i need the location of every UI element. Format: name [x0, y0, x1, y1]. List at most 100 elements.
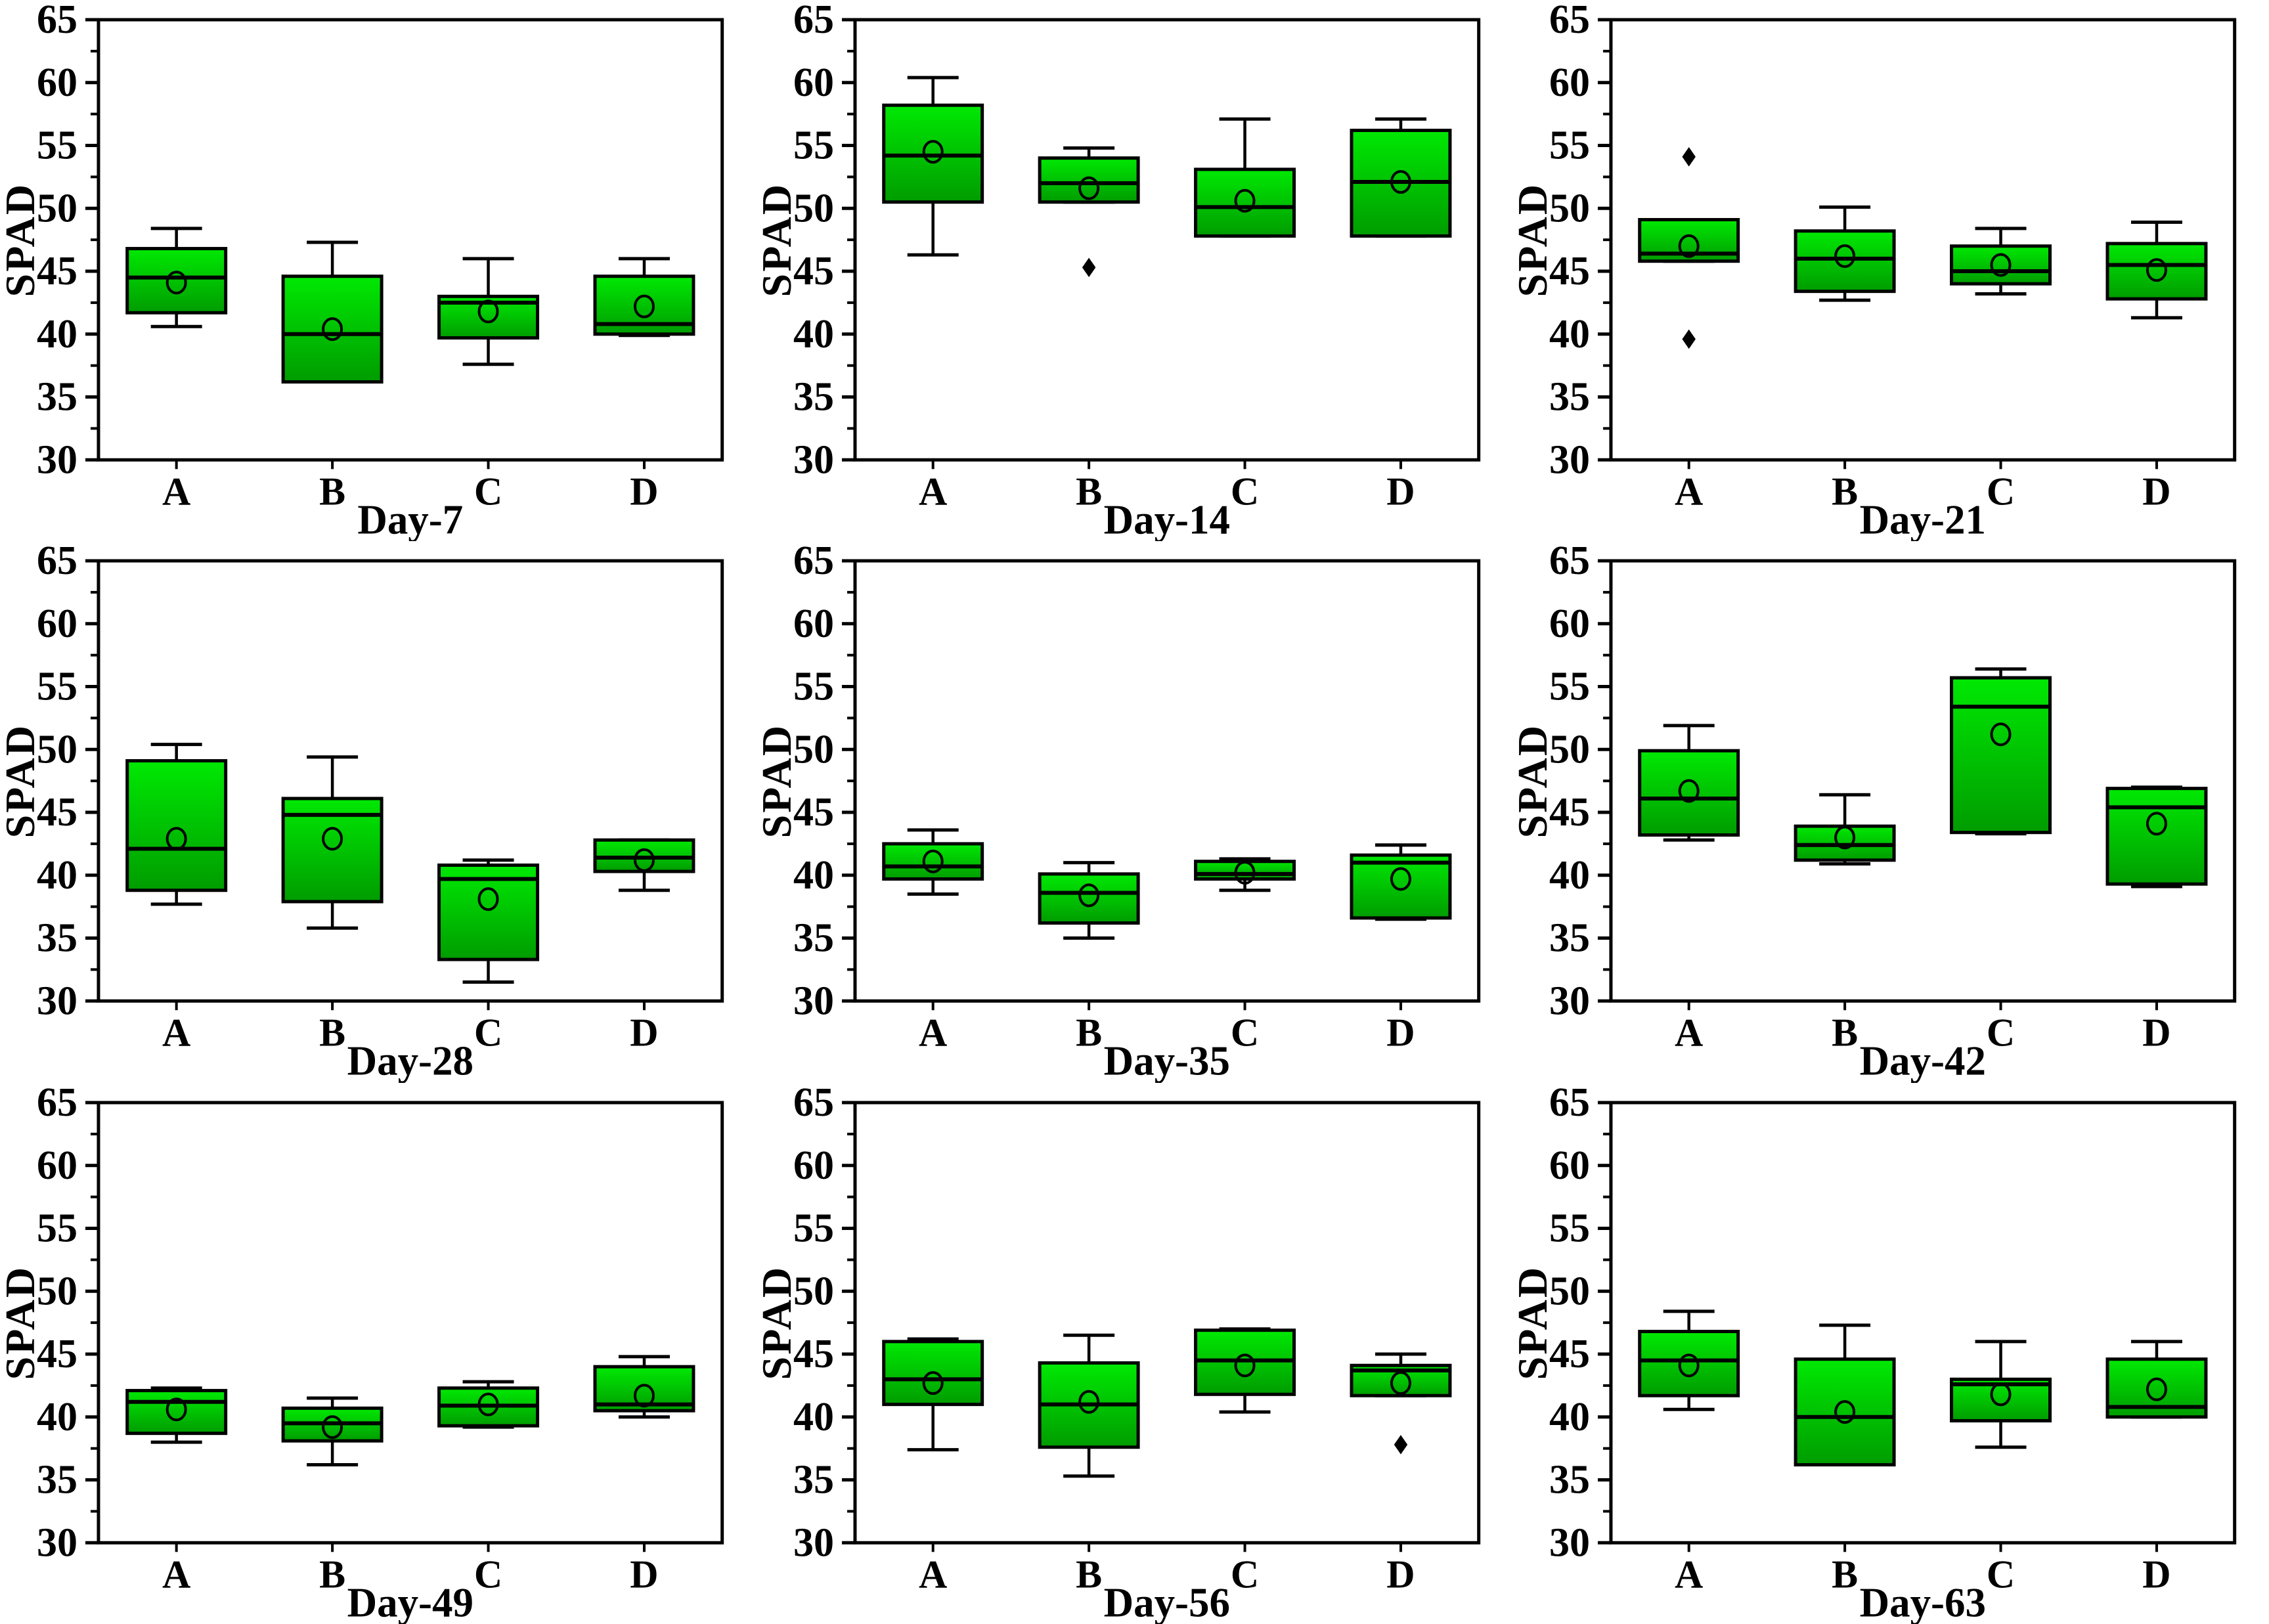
category-label-c: C	[474, 1011, 502, 1055]
category-label-b: B	[1076, 470, 1102, 513]
boxplot-day-56-c	[1193, 1327, 1296, 1414]
y-tick-label: 65	[37, 1083, 77, 1125]
y-tick-label: 40	[1549, 853, 1590, 898]
mean-marker	[2146, 258, 2168, 282]
mean-marker	[922, 140, 944, 164]
y-tick-label: 45	[1549, 1332, 1590, 1376]
y-tick-label: 45	[793, 249, 834, 294]
category-label-c: C	[474, 470, 502, 513]
panel-day-14: 30 35 40 45 50 55 60 65 SPAD A B C D Day-14	[757, 0, 1513, 541]
plot-frame	[853, 18, 1480, 462]
y-tick-label: 50	[1549, 728, 1590, 772]
mean-marker	[1234, 861, 1256, 885]
mean-marker	[2146, 812, 2168, 836]
y-tick-label: 55	[793, 123, 834, 168]
box-chart-day-7: 30 35 40 45 50 55 60 65 SPAD A B C D Day-7	[0, 0, 724, 541]
y-tick-label: 35	[37, 916, 77, 961]
plot-frame	[97, 1101, 724, 1545]
y-tick-label: 55	[793, 665, 834, 709]
category-label-a: A	[919, 1011, 947, 1055]
plot-frame	[97, 18, 724, 462]
y-tick-label: 35	[37, 375, 77, 420]
y-tick-label: 65	[1549, 0, 1590, 42]
mean-marker	[1679, 779, 1700, 803]
mean-marker	[1390, 1371, 1411, 1395]
mean-marker	[322, 827, 343, 851]
y-tick-label: 30	[793, 437, 834, 482]
boxplot-day-28-b	[281, 755, 384, 931]
y-axis-title: SPAD	[1512, 1265, 1556, 1380]
iqr-box	[281, 274, 384, 384]
boxplot-day-35-b	[1038, 861, 1140, 940]
boxplot-day-49-b	[281, 1396, 384, 1466]
y-tick-label: 45	[793, 1332, 834, 1376]
y-tick-label: 50	[1549, 186, 1590, 230]
y-tick-label: 60	[37, 60, 77, 105]
y-tick-label: 60	[793, 60, 834, 105]
category-label-c: C	[1231, 470, 1259, 513]
boxplot-day-63-d	[2105, 1340, 2208, 1418]
category-label-a: A	[1675, 1552, 1703, 1596]
plot-frame	[853, 1101, 1480, 1545]
outlier-marker	[1394, 1434, 1407, 1455]
y-tick-label: 30	[1549, 979, 1590, 1024]
y-tick-label: 30	[37, 437, 77, 482]
boxplot-day-63-b	[1794, 1323, 1896, 1466]
y-tick-label: 55	[793, 1206, 834, 1250]
category-label-a: A	[1675, 470, 1703, 513]
boxplot-day-7-d	[593, 257, 695, 338]
boxplot-day-42-a	[1638, 724, 1740, 842]
y-tick-label: 30	[37, 1520, 77, 1565]
mean-marker	[1990, 1382, 2012, 1406]
category-label-a: A	[162, 470, 190, 513]
mean-marker	[633, 1383, 655, 1407]
plot-frame	[1609, 1101, 2237, 1545]
y-tick-label: 40	[793, 853, 834, 898]
y-tick-label: 65	[793, 0, 834, 42]
boxplot-day-21-a	[1638, 146, 1740, 349]
y-tick-label: 30	[1549, 1520, 1590, 1565]
y-tick-label: 45	[1549, 249, 1590, 294]
iqr-box	[2105, 242, 2208, 301]
mean-marker	[1078, 1390, 1099, 1414]
mean-marker	[322, 1415, 343, 1439]
y-tick-label: 55	[37, 665, 77, 709]
mean-marker	[1234, 188, 1256, 213]
boxplot-day-28-a	[125, 743, 228, 906]
boxplot-day-49-a	[125, 1386, 228, 1444]
y-tick-label: 55	[1549, 123, 1590, 168]
y-tick-label: 30	[37, 979, 77, 1024]
boxplot-day-35-d	[1350, 843, 1452, 921]
x-axis-title: Day-42	[1860, 1038, 1986, 1083]
boxplot-day-63-c	[1950, 1340, 2052, 1449]
x-axis-title: Day-7	[357, 496, 463, 541]
x-axis-title: Day-21	[1860, 496, 1986, 541]
panel-day-28: 30 35 40 45 50 55 60 65 SPAD A B C D Day-28	[0, 541, 757, 1083]
mean-marker	[322, 317, 343, 341]
y-tick-label: 65	[1549, 541, 1590, 583]
category-label-d: D	[630, 470, 658, 513]
box-chart-day-28: 30 35 40 45 50 55 60 65 SPAD A B C D Day-28	[0, 541, 724, 1083]
mean-marker	[1679, 1353, 1700, 1377]
boxplot-day-42-c	[1950, 667, 2052, 836]
boxplot-day-56-a	[881, 1337, 984, 1451]
mean-marker	[1078, 883, 1099, 908]
y-tick-label: 65	[1549, 1083, 1590, 1125]
outlier-marker	[1682, 146, 1696, 167]
y-tick-label: 35	[793, 1457, 834, 1502]
iqr-box	[1038, 156, 1140, 204]
y-tick-label: 30	[793, 1520, 834, 1565]
y-tick-label: 50	[37, 186, 77, 230]
y-tick-label: 55	[37, 1206, 77, 1250]
y-tick-label: 35	[793, 375, 834, 420]
boxplot-day-42-b	[1794, 793, 1896, 866]
mean-marker	[1990, 722, 2012, 747]
y-tick-label: 45	[37, 1332, 77, 1376]
y-tick-label: 50	[1549, 1269, 1590, 1313]
boxplot-day-14-a	[881, 76, 984, 257]
iqr-box	[1038, 872, 1140, 925]
y-tick-label: 35	[793, 916, 834, 961]
y-tick-label: 55	[1549, 665, 1590, 709]
category-label-d: D	[2143, 470, 2171, 513]
y-axis-title: SPAD	[0, 1265, 43, 1380]
